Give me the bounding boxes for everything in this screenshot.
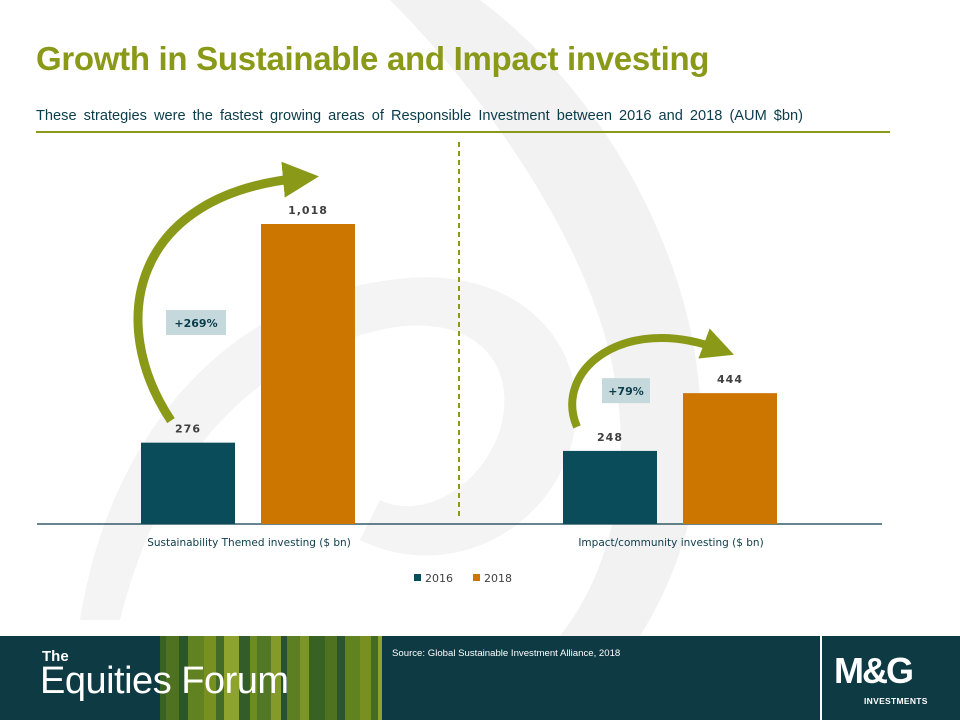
footer-stripe [188,636,204,720]
growth-label-1: +269% [174,317,217,330]
source-note: Source: Global Sustainable Investment Al… [392,648,621,659]
footer-stripe [300,636,309,720]
footer-stripe [216,636,224,720]
category-label-2: Impact/community investing ($ bn) [578,537,763,549]
footer-stripe [224,636,239,720]
title-rule [36,131,890,133]
mg-logo-subtitle: INVESTMENTS [864,696,928,706]
footer-divider [820,636,822,720]
footer-stripe [287,636,300,720]
legend-label-2016: 2016 [425,572,453,585]
data-label-2018-2: 444 [717,373,743,386]
brand-small-text: The [42,648,69,665]
footer-stripe [309,636,325,720]
footer-stripe [325,636,337,720]
footer-stripe [371,636,378,720]
footer-stripe [239,636,250,720]
legend-swatch-2016 [414,574,421,581]
category-label-1: Sustainability Themed investing ($ bn) [147,537,351,549]
growth-box-2 [602,378,650,404]
footer-stripe [257,636,271,720]
footer-stripe [166,636,179,720]
footer-stripe [179,636,188,720]
growth-label-2: +79% [608,385,644,398]
footer-stripe [281,636,287,720]
page-title: Growth in Sustainable and Impact investi… [36,40,710,77]
growth-box-1 [166,310,226,335]
data-label-2016-2: 248 [597,431,623,444]
footer-stripe [271,636,281,720]
bar-2016-2 [563,450,657,524]
data-label-2018-1: 1,018 [288,204,328,217]
data-label-2016-1: 276 [175,423,201,436]
footer-stripe [345,636,360,720]
footer-stripe [250,636,257,720]
footer-stripe [378,636,382,720]
bar-2018-2 [683,393,777,524]
legend-label-2018: 2018 [484,572,512,585]
bar-2018-1 [261,224,355,524]
bar-chart: +269% +79% 276 1,018 Sustainability Themed … [37,142,882,585]
mg-logo: M&G [834,650,914,691]
bar-2016-1 [141,442,235,524]
page-subtitle: These strategies were the fastest growin… [36,108,803,124]
legend-swatch-2018 [473,574,480,581]
growth-arrow-2 [568,328,734,429]
brand-name: Equities Forum [40,660,289,702]
footer-stripes [160,636,382,720]
footer-stripe [337,636,345,720]
footer-stripe [204,636,216,720]
growth-arrow-1 [133,161,319,424]
footer-stripe [360,636,371,720]
footer-stripe [160,636,166,720]
